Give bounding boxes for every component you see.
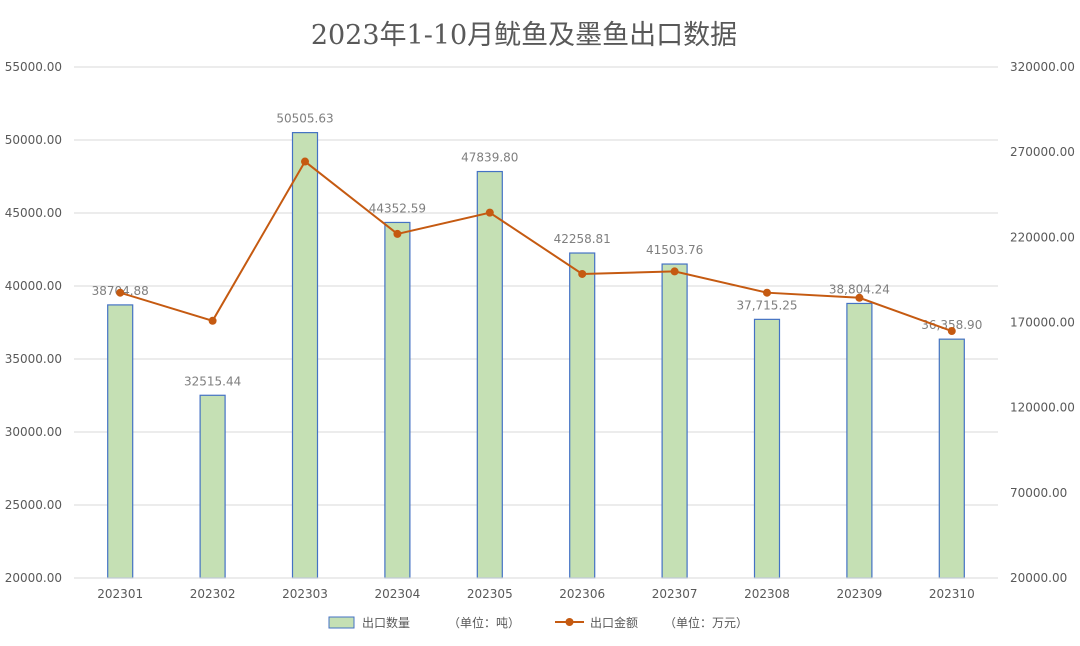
x-tick-label: 202310 bbox=[929, 587, 975, 601]
bar bbox=[199, 394, 226, 579]
legend-line-label: 出口金额 bbox=[590, 615, 638, 630]
x-tick-label: 202309 bbox=[836, 587, 882, 601]
right-tick-label: 120000.00 bbox=[1010, 401, 1075, 415]
bar bbox=[384, 221, 411, 579]
left-tick-label: 35000.00 bbox=[5, 352, 62, 366]
x-tick-label: 202307 bbox=[652, 587, 698, 601]
left-tick-label: 50000.00 bbox=[5, 133, 62, 147]
line-point bbox=[670, 267, 679, 276]
line-point bbox=[855, 293, 864, 302]
x-tick-label: 202304 bbox=[374, 587, 420, 601]
legend-bar-unit: （单位：吨） bbox=[448, 615, 520, 630]
bar bbox=[107, 304, 134, 579]
line-point bbox=[208, 316, 217, 325]
bar-data-label: 41503.76 bbox=[646, 243, 703, 257]
right-tick-label: 270000.00 bbox=[1010, 145, 1075, 159]
bar bbox=[753, 318, 781, 579]
x-tick-label: 202302 bbox=[190, 587, 236, 601]
x-tick-label: 202306 bbox=[559, 587, 605, 601]
bar bbox=[846, 302, 873, 579]
bar bbox=[661, 263, 688, 579]
line-series bbox=[116, 157, 956, 336]
right-tick-label: 20000.00 bbox=[1010, 571, 1067, 585]
bar-series: 38704.8832515.4450505.6344352.5947839.80… bbox=[92, 112, 982, 579]
bar bbox=[291, 132, 319, 579]
legend-line-marker bbox=[565, 618, 574, 626]
line-point bbox=[578, 269, 587, 278]
right-tick-label: 320000.00 bbox=[1010, 60, 1075, 74]
right-tick-label: 220000.00 bbox=[1010, 230, 1075, 244]
x-tick-label: 202305 bbox=[467, 587, 513, 601]
bar-data-label: 37,715.25 bbox=[736, 298, 797, 312]
legend-bar-swatch bbox=[328, 616, 355, 629]
bar-data-label: 47839.80 bbox=[461, 151, 518, 165]
right-tick-label: 170000.00 bbox=[1010, 316, 1075, 330]
line-point bbox=[763, 288, 771, 297]
legend-bar-label: 出口数量 bbox=[362, 615, 410, 630]
legend: 出口数量 （单位：吨） 出口金额 （单位：万元） bbox=[328, 615, 748, 630]
x-tick-label: 202301 bbox=[97, 587, 143, 601]
left-tick-label: 20000.00 bbox=[5, 571, 62, 585]
line-path bbox=[119, 160, 953, 332]
right-tick-label: 70000.00 bbox=[1010, 486, 1067, 500]
bar bbox=[476, 170, 503, 579]
left-tick-label: 40000.00 bbox=[5, 279, 62, 293]
line-point bbox=[301, 157, 309, 166]
left-tick-label: 25000.00 bbox=[5, 498, 62, 512]
bar-data-label: 42258.81 bbox=[554, 232, 611, 246]
bar-data-label: 38,804.24 bbox=[829, 282, 890, 296]
x-tick-label: 202308 bbox=[744, 587, 790, 601]
x-axis: 202301 202302 202303 202304 202305 202306 2023… bbox=[74, 577, 998, 601]
gridlines bbox=[74, 66, 998, 579]
left-tick-label: 45000.00 bbox=[5, 206, 62, 220]
left-tick-label: 55000.00 bbox=[5, 60, 62, 74]
left-tick-label: 30000.00 bbox=[5, 425, 62, 439]
bar bbox=[938, 338, 965, 579]
line-point bbox=[116, 288, 125, 297]
line-point bbox=[485, 208, 494, 217]
bar-data-label: 44352.59 bbox=[369, 201, 426, 215]
line-point bbox=[393, 229, 402, 238]
right-y-axis: 20000.00 70000.00 120000.00 170000.00 220000… bbox=[1010, 60, 1075, 585]
line-point bbox=[947, 327, 956, 336]
bar-data-label: 50505.63 bbox=[276, 112, 333, 126]
bar-data-label: 36,358.90 bbox=[921, 318, 982, 332]
x-tick-label: 202303 bbox=[282, 587, 328, 601]
chart-title: 2023年1-10月鱿鱼及墨鱼出口数据 bbox=[311, 20, 737, 51]
legend-line-unit: （单位：万元） bbox=[664, 615, 748, 630]
bar-data-label: 32515.44 bbox=[184, 374, 241, 388]
left-y-axis: 20000.00 25000.00 30000.00 35000.00 40000.00… bbox=[5, 60, 62, 585]
bar bbox=[569, 252, 596, 579]
